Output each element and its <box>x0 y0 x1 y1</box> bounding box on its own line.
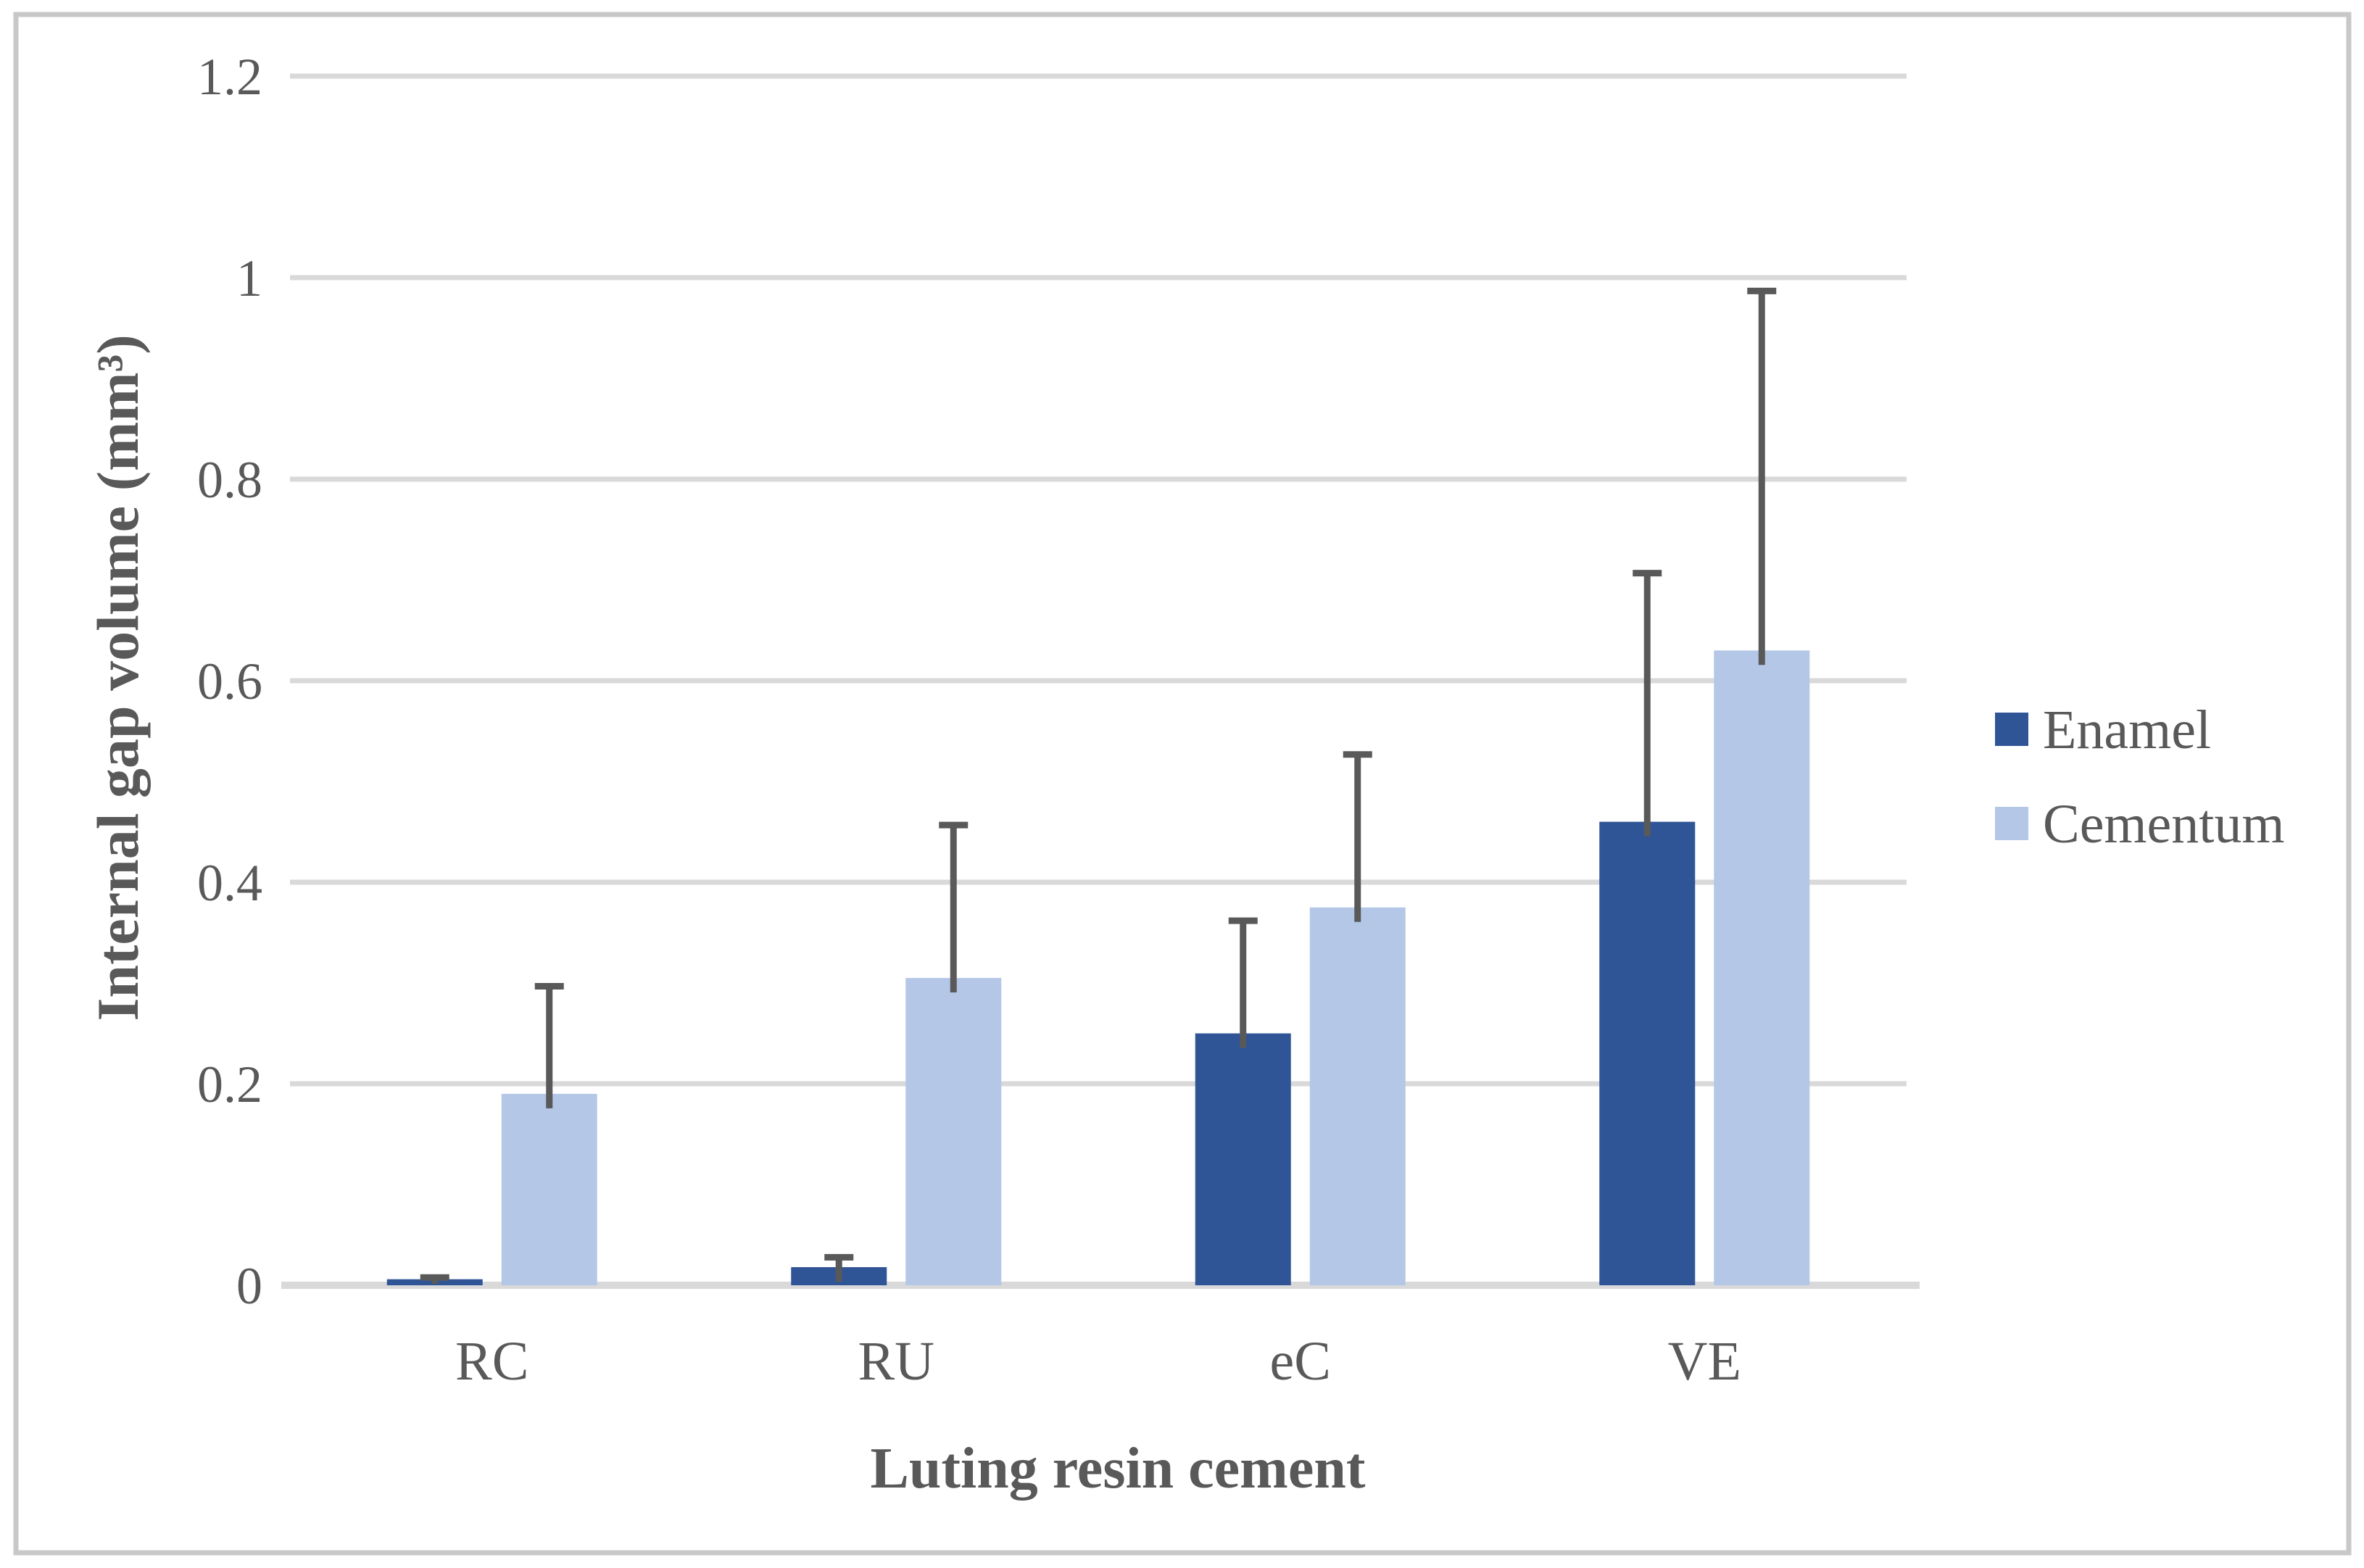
bar-cementum-VE <box>1714 650 1810 1285</box>
y-tick-label-0.4: 0.4 <box>197 854 262 912</box>
legend-item-enamel: Enamel <box>1995 700 2211 760</box>
error-bar-enamel-eC <box>1228 917 1258 1048</box>
legend-label-enamel: Enamel <box>2043 700 2211 760</box>
error-bar-enamel-RU <box>824 1253 854 1282</box>
y-tick-label-0: 0 <box>236 1257 262 1315</box>
legend-label-cementum: Cementum <box>2043 794 2285 855</box>
y-tick-label-0.2: 0.2 <box>197 1055 262 1113</box>
bar-cementum-RC <box>501 1093 597 1285</box>
error-bar-cementum-VE <box>1747 287 1777 665</box>
legend-swatch-cementum <box>1995 807 2028 840</box>
bar-series <box>386 650 1810 1285</box>
y-axis-tick-labels: 0 0.2 0.4 0.6 0.8 1 1.2 <box>197 48 262 1315</box>
legend-item-cementum: Cementum <box>1995 794 2285 855</box>
bar-enamel-VE <box>1599 821 1696 1285</box>
bar-enamel-eC <box>1195 1033 1291 1285</box>
x-axis-tick-labels: RC RU eC VE <box>455 1331 1741 1392</box>
x-axis-title: Luting resin cement <box>871 1437 1366 1501</box>
error-bar-cementum-eC <box>1343 751 1372 922</box>
error-bar-cementum-RC <box>534 983 564 1108</box>
y-axis-title: Internal gap volume (mm³) <box>85 334 151 1021</box>
bar-cementum-eC <box>1309 907 1406 1285</box>
figure-border <box>13 12 2352 1556</box>
bar-cementum-RU <box>905 978 1002 1285</box>
legend-swatch-enamel <box>1995 713 2028 746</box>
y-tick-label-1.2: 1.2 <box>197 48 262 106</box>
y-tick-label-0.6: 0.6 <box>197 652 262 710</box>
legend: Enamel Cementum <box>1995 700 2285 855</box>
error-bar-enamel-VE <box>1633 570 1662 837</box>
error-bar-cementum-RU <box>939 821 969 993</box>
y-tick-label-0.8: 0.8 <box>197 451 262 509</box>
x-tick-label-RU: RU <box>858 1331 934 1392</box>
error-bars <box>420 287 1777 1284</box>
x-tick-label-VE: VE <box>1668 1331 1741 1392</box>
x-tick-label-RC: RC <box>455 1331 528 1392</box>
x-tick-label-eC: eC <box>1270 1331 1331 1392</box>
y-tick-label-1: 1 <box>236 249 262 307</box>
error-bar-enamel-RC <box>420 1274 449 1284</box>
